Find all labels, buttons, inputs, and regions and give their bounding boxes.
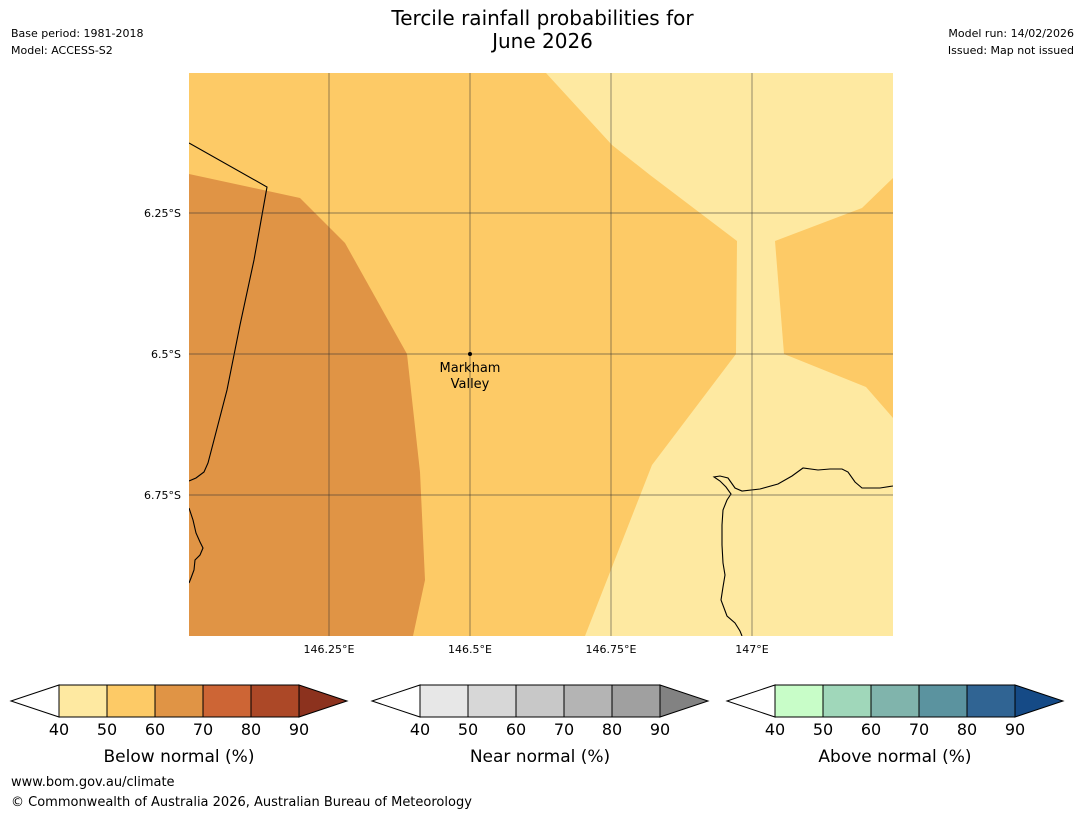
colorbar-extend-max: [1014, 684, 1065, 718]
base-period-text: Base period: 1981-2018: [11, 27, 144, 40]
lat-tick-label: 6.5°S: [151, 348, 181, 361]
colorbar-segment: [870, 684, 920, 718]
colorbar-above-normal: 40 50 60 70 80 90 Above normal (%): [725, 684, 1065, 767]
colorbar-below-normal: 40 50 60 70 80 90 Below normal (%): [9, 684, 349, 767]
colorbar-segment: [58, 684, 108, 718]
map-title: Tercile rainfall probabilities for June …: [0, 7, 1085, 53]
colorbar-segment: [515, 684, 565, 718]
colorbar-tick: 90: [1005, 720, 1025, 739]
lon-tick-label: 147°E: [735, 643, 768, 656]
lon-tick-label: 146.75°E: [586, 643, 637, 656]
footer-copyright: © Commonwealth of Australia 2026, Austra…: [11, 795, 472, 810]
meta-left: Base period: 1981-2018 Model: ACCESS-S2: [11, 25, 143, 59]
colorbar-segment: [419, 684, 469, 718]
colorbar-tick: 80: [957, 720, 977, 739]
colorbar-label: Near normal (%): [470, 747, 610, 767]
colorbar-tick: 70: [193, 720, 213, 739]
colorbar-near-normal: 40 50 60 70 80 90 Near normal (%): [370, 684, 710, 767]
colorbar-tick: 80: [602, 720, 622, 739]
location-marker[interactable]: [468, 352, 472, 356]
colorbar-tick: 40: [410, 720, 430, 739]
colorbar-segment: [918, 684, 968, 718]
colorbar-tick: 60: [861, 720, 881, 739]
lat-tick-label: 6.25°S: [144, 207, 181, 220]
model-run-text: Model run: 14/02/2026: [948, 27, 1074, 40]
footer-url[interactable]: www.bom.gov.au/climate: [11, 775, 175, 790]
colorbar-tick: 80: [241, 720, 261, 739]
meta-right: Model run: 14/02/2026 Issued: Map not is…: [948, 25, 1074, 59]
colorbar-segment: [467, 684, 517, 718]
issued-text: Issued: Map not issued: [947, 44, 1074, 57]
location-label-line-1: Markham: [440, 361, 501, 376]
colorbar-extend-min: [370, 684, 421, 718]
location-label-line-2: Valley: [451, 377, 490, 392]
colorbar-tick: 40: [49, 720, 69, 739]
colorbar-tick: 50: [458, 720, 478, 739]
graticule: [189, 73, 893, 636]
colorbar-segment: [202, 684, 252, 718]
colorbar-tick: 60: [145, 720, 165, 739]
colorbar-segment: [154, 684, 204, 718]
colorbar-segment: [106, 684, 156, 718]
colorbar-segment: [611, 684, 661, 718]
colorbar-segment: [822, 684, 872, 718]
coastline-west: [189, 142, 268, 482]
coastline-east: [712, 467, 893, 636]
colorbar-segment: [250, 684, 300, 718]
colorbar-segment: [966, 684, 1016, 718]
colorbar-tick: 60: [506, 720, 526, 739]
title-line-1: Tercile rainfall probabilities for: [391, 6, 694, 30]
lon-tick-label: 146.5°E: [448, 643, 492, 656]
colorbar-tick: 70: [909, 720, 929, 739]
coastline-southwest: [189, 507, 204, 584]
lon-tick-label: 146.25°E: [304, 643, 355, 656]
colorbar-tick: 90: [650, 720, 670, 739]
model-text: Model: ACCESS-S2: [11, 44, 113, 57]
colorbar-tick: 70: [554, 720, 574, 739]
colorbar-extend-min: [725, 684, 776, 718]
lat-tick-label: 6.75°S: [144, 489, 181, 502]
colorbar-segment: [563, 684, 613, 718]
colorbar-extend-max: [298, 684, 349, 718]
colorbar-tick: 40: [765, 720, 785, 739]
colorbar-label: Above normal (%): [818, 747, 971, 767]
colorbar-tick: 90: [289, 720, 309, 739]
colorbar-tick: 50: [813, 720, 833, 739]
colorbar-extend-min: [9, 684, 60, 718]
map-panel[interactable]: [189, 73, 893, 636]
colorbar-tick: 50: [97, 720, 117, 739]
colorbar-label: Below normal (%): [104, 747, 255, 767]
colorbar-segment: [774, 684, 824, 718]
colorbar-extend-max: [659, 684, 710, 718]
title-line-2: June 2026: [492, 29, 593, 53]
